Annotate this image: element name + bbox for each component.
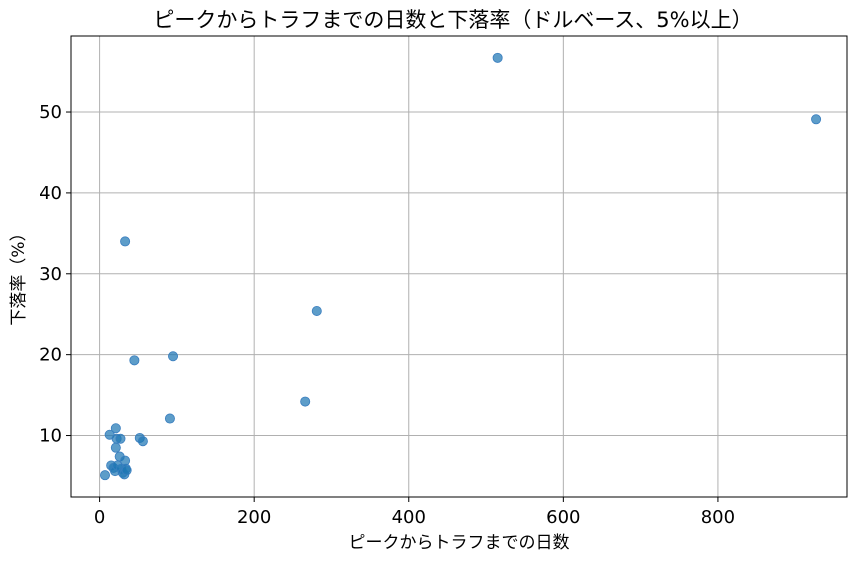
x-tick-label: 0 <box>94 507 105 528</box>
data-point <box>311 305 322 316</box>
data-point <box>120 236 131 247</box>
data-point <box>115 433 126 444</box>
y-tick-label: 30 <box>39 264 62 285</box>
data-point <box>100 470 111 481</box>
x-axis-label: ピークからトラフまでの日数 <box>349 533 570 553</box>
x-tick-label: 400 <box>392 507 426 528</box>
x-tick-label: 200 <box>237 507 271 528</box>
grid <box>71 36 847 497</box>
data-point <box>121 465 132 476</box>
data-point <box>492 52 503 63</box>
data-point <box>164 413 175 424</box>
data-point <box>110 442 121 453</box>
y-tick-label: 20 <box>39 345 62 366</box>
y-tick-label: 40 <box>39 183 62 204</box>
data-point <box>110 423 121 434</box>
data-point <box>300 396 311 407</box>
x-tick-label: 800 <box>701 507 735 528</box>
data-point <box>137 436 148 447</box>
y-axis-label: 下落率（%） <box>9 224 29 325</box>
y-tick-label: 10 <box>39 426 62 447</box>
data-point <box>168 351 179 362</box>
y-tick-label: 50 <box>39 102 62 123</box>
chart-title: ピークからトラフまでの日数と下落率（ドルベース、5%以上） <box>153 8 752 32</box>
data-point <box>129 355 140 366</box>
plot-frame <box>70 35 848 498</box>
axis-ticks: 0 200 400 600 800 10 20 30 40 50 <box>39 102 735 528</box>
x-tick-label: 600 <box>546 507 580 528</box>
data-point <box>811 114 822 125</box>
data-points <box>100 52 822 481</box>
